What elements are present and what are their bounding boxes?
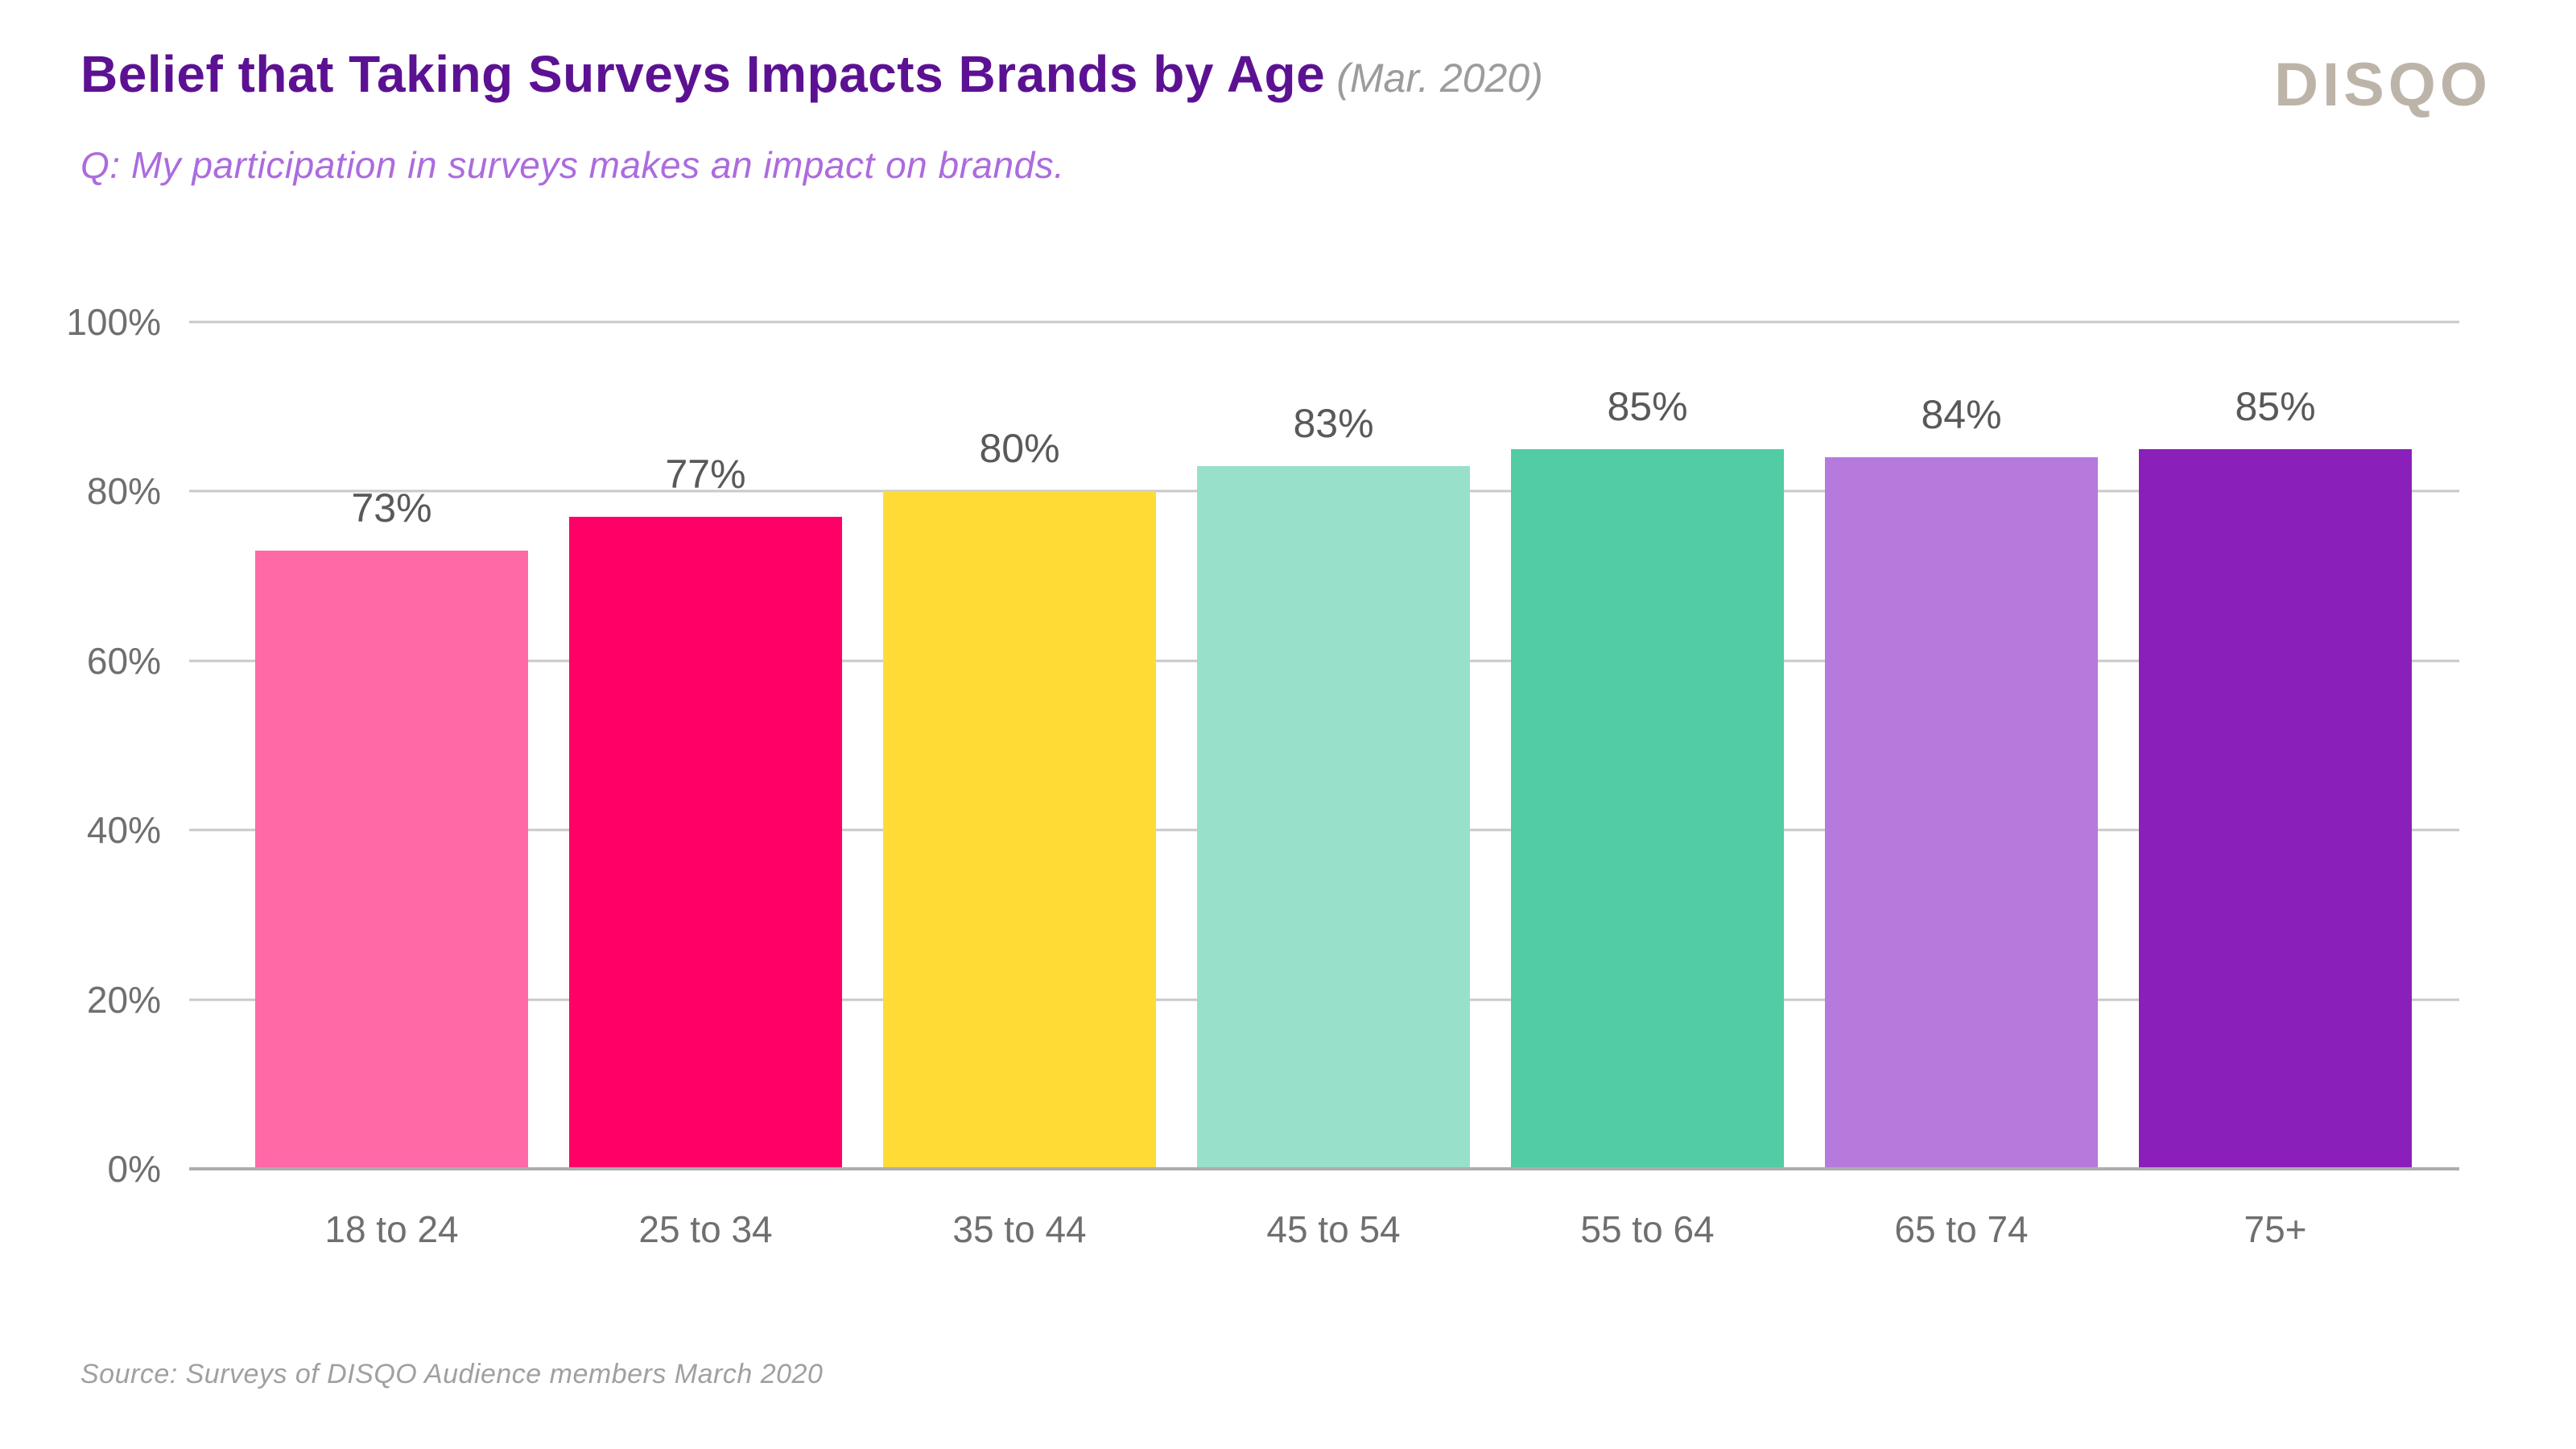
x-axis-tick-label: 18 to 24 xyxy=(324,1208,459,1250)
page-title: Belief that Taking Surveys Impacts Brand… xyxy=(80,44,1543,104)
bar-25-to-34 xyxy=(569,516,842,1169)
title-text: Belief that Taking Surveys Impacts Brand… xyxy=(80,45,1326,103)
plot-area: 0% 20% 40% 60% 80% 100% 73% 18 to 24 77% 25 to 34… xyxy=(66,303,2459,1248)
x-axis-tick-label: 65 to 74 xyxy=(1894,1208,2029,1250)
x-axis-tick-label: 25 to 34 xyxy=(638,1208,773,1250)
y-axis-tick-label: 0% xyxy=(107,1148,161,1190)
bar-65-to-74 xyxy=(1825,457,2098,1169)
title-date: (Mar. 2020) xyxy=(1336,56,1543,101)
bar-value-label: 85% xyxy=(2235,383,2316,429)
disqo-logo: DISQO xyxy=(2274,51,2491,119)
bar-55-to-64 xyxy=(1511,448,1784,1169)
y-axis-tick-label: 100% xyxy=(66,301,161,343)
x-axis-tick-label: 35 to 44 xyxy=(952,1208,1087,1250)
y-axis-tick-label: 20% xyxy=(86,978,161,1021)
y-axis-tick-label: 60% xyxy=(86,639,161,682)
bar-value-label: 85% xyxy=(1607,383,1688,429)
x-axis-tick-label: 55 to 64 xyxy=(1580,1208,1715,1250)
bar-value-label: 80% xyxy=(979,426,1060,472)
bar-75+ xyxy=(2139,448,2412,1169)
x-axis-baseline xyxy=(189,1167,2459,1170)
bar-value-label: 84% xyxy=(1921,392,2002,438)
x-axis-tick-label: 45 to 54 xyxy=(1266,1208,1401,1250)
y-axis-tick-label: 80% xyxy=(86,470,161,513)
source-note: Source: Surveys of DISQO Audience member… xyxy=(80,1359,824,1389)
chart-subtitle: Q: My participation in surveys makes an … xyxy=(80,144,1065,186)
gridline xyxy=(189,320,2459,324)
bar-45-to-54 xyxy=(1197,465,1470,1169)
bar-value-label: 73% xyxy=(351,485,432,531)
bar-18-to-24 xyxy=(255,551,528,1169)
bar-35-to-44 xyxy=(883,491,1156,1169)
bar-value-label: 83% xyxy=(1293,400,1374,446)
y-axis-tick-label: 40% xyxy=(86,809,161,852)
bar-value-label: 77% xyxy=(665,451,746,497)
x-axis-tick-label: 75+ xyxy=(2244,1208,2307,1250)
